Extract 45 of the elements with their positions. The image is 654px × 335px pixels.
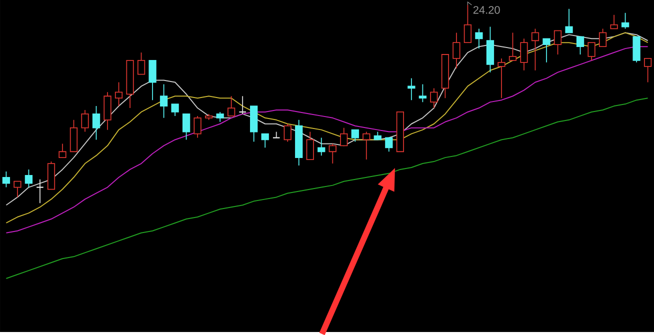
candlestick xyxy=(520,38,528,71)
candlestick xyxy=(318,137,326,156)
candlestick xyxy=(351,129,359,142)
candlestick xyxy=(194,115,202,138)
candlestick xyxy=(126,60,134,108)
candlestick xyxy=(261,133,269,148)
candlestick xyxy=(374,131,382,140)
candlestick xyxy=(588,42,596,61)
candlestick xyxy=(610,14,618,30)
candlestick xyxy=(104,92,112,130)
candlestick xyxy=(58,143,66,158)
candlestick xyxy=(486,26,494,73)
candlestick xyxy=(295,119,303,166)
candlestick xyxy=(182,113,190,140)
candlestick xyxy=(542,38,550,63)
candlestick xyxy=(2,170,10,188)
candlestick xyxy=(36,178,44,204)
candlestick xyxy=(171,104,179,116)
candlestick xyxy=(148,60,156,100)
candlestick xyxy=(385,137,393,152)
candlestick xyxy=(114,82,123,106)
candlestick xyxy=(92,105,100,140)
candlestick xyxy=(14,180,22,198)
candlestick xyxy=(554,30,562,55)
candlestick xyxy=(216,111,224,122)
candlestick xyxy=(621,12,630,30)
candlestick xyxy=(565,8,573,34)
candlestick xyxy=(160,84,168,118)
candlestick xyxy=(464,4,472,43)
candlestick xyxy=(452,32,460,69)
candlestick xyxy=(362,131,370,160)
candlestick xyxy=(228,96,236,116)
candlestick xyxy=(498,58,506,98)
candlestick xyxy=(340,127,348,146)
candlestick xyxy=(24,168,33,188)
candlestick xyxy=(81,109,89,132)
annotation: 24.20 xyxy=(473,6,500,14)
candlestick xyxy=(272,131,280,138)
candlestick xyxy=(508,32,517,61)
candlestick xyxy=(328,143,336,164)
candlestick xyxy=(475,28,483,49)
candlestick xyxy=(430,88,438,108)
candlestick xyxy=(531,28,540,71)
candlestick xyxy=(418,84,427,102)
candlestick xyxy=(306,131,314,160)
